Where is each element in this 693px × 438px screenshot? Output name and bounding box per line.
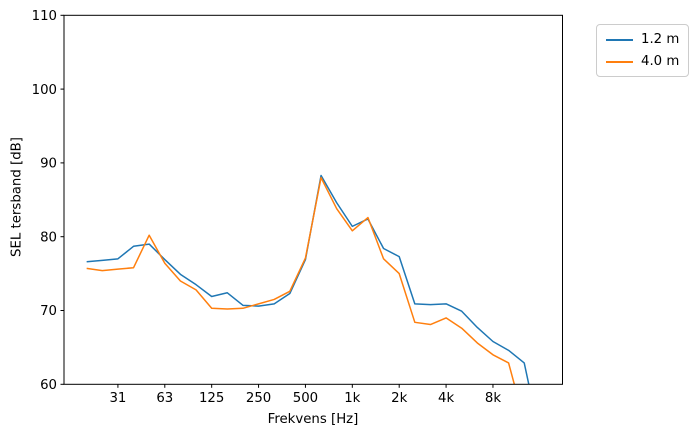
y-tick-label: 70: [40, 304, 57, 319]
axes-spines: [63, 14, 563, 385]
legend-line-swatch-1: [606, 38, 633, 41]
legend-label-1: 1.2 m: [641, 32, 680, 47]
x-axis-label: Frekvens [Hz]: [267, 412, 359, 427]
legend-item-2: 4.0 m: [606, 54, 679, 69]
x-tick-label: 500: [293, 391, 318, 406]
x-tick-label: 250: [246, 391, 271, 406]
y-axis-label: SEL tersband [dB]: [9, 137, 25, 257]
x-tick-label: 2k: [391, 391, 407, 406]
y-tick-label: 110: [32, 9, 57, 24]
y-tick-label: 80: [40, 230, 57, 245]
x-tick-label: 1k: [344, 391, 360, 406]
x-tick-label: 125: [199, 391, 224, 406]
legend-item-1: 1.2 m: [606, 32, 679, 47]
x-tick-label: 31: [109, 391, 126, 406]
legend-label-2: 4.0 m: [641, 54, 680, 69]
legend-line-swatch-2: [606, 60, 633, 63]
x-tick-label: 4k: [438, 391, 454, 406]
series-line-4.0-m: [86, 176, 516, 385]
y-tick-label: 90: [40, 157, 57, 172]
y-tick-label: 60: [40, 378, 57, 393]
x-tick-label: 8k: [485, 391, 501, 406]
x-tick-label: 63: [156, 391, 173, 406]
y-tick-label: 100: [32, 83, 57, 98]
legend: 1.2 m 4.0 m: [596, 24, 690, 77]
